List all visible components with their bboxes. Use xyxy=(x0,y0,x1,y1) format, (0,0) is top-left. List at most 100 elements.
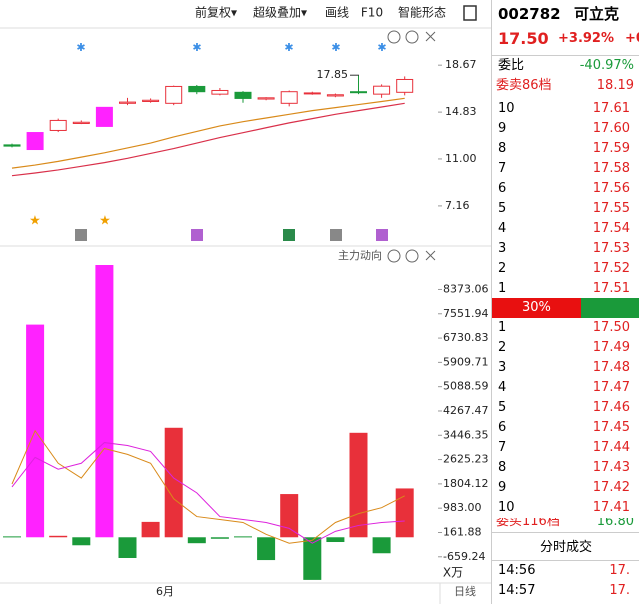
y-tick-label: 1804.12 xyxy=(443,477,489,490)
ma-line xyxy=(11,102,405,177)
ratio-row: 委比 -40.97% xyxy=(492,56,639,76)
buy-level: 3 17.48 xyxy=(492,358,639,378)
sell-level: 3 17.53 xyxy=(492,239,639,259)
level-index: 14:57 xyxy=(498,583,536,598)
svg-text:★: ★ xyxy=(29,214,41,229)
level-price: 17. xyxy=(609,583,630,598)
candle-body xyxy=(49,119,67,131)
svg-text:✱: ✱ xyxy=(331,41,340,54)
y-tick-label: 5088.59 xyxy=(443,380,489,393)
toolbar-item[interactable]: F10 xyxy=(361,6,383,20)
y-tick-label: 11.00 xyxy=(445,152,477,165)
level-index: 4 xyxy=(498,221,507,236)
level-price: 17.61 xyxy=(592,101,630,116)
level-index: 7 xyxy=(498,440,507,455)
layout-icon[interactable] xyxy=(463,5,477,21)
trade-row: 14:57 17. xyxy=(492,581,639,601)
unit-label: X万 xyxy=(443,566,463,580)
y-tick-label: 3446.35 xyxy=(443,428,489,441)
high-annotation: 17.85 xyxy=(317,68,349,81)
bar xyxy=(280,494,299,538)
level-price: 17.55 xyxy=(592,201,630,216)
sell-level: 8 17.59 xyxy=(492,139,639,159)
buy-share: 30% xyxy=(492,298,581,318)
sell-level: 2 17.52 xyxy=(492,259,639,279)
level-price: 17. xyxy=(609,563,630,578)
y-tick-label: 7551.94 xyxy=(443,307,489,320)
level-index: 6 xyxy=(498,181,507,196)
toolbar-item[interactable]: 画线 xyxy=(325,6,349,20)
price: 17.50 xyxy=(498,29,549,48)
sell-level: 1 17.51 xyxy=(492,279,639,299)
buy-sell-ratio-bar: 30% xyxy=(492,298,639,318)
bar xyxy=(395,488,414,538)
level-index: 1 xyxy=(498,281,507,296)
candle-body xyxy=(95,106,113,127)
bar xyxy=(257,537,276,561)
buy-level: 1 17.50 xyxy=(492,318,639,338)
candle-body xyxy=(142,99,160,102)
bar xyxy=(303,537,322,580)
buy-level: 2 17.49 xyxy=(492,338,639,358)
level-price: 17.43 xyxy=(592,460,630,475)
bar xyxy=(210,537,229,539)
candle-body xyxy=(26,132,44,151)
y-tick-label: 8373.06 xyxy=(443,282,489,295)
level-index: 1 xyxy=(498,320,507,335)
buy-level: 4 17.47 xyxy=(492,378,639,398)
indicator-title: 主力动向 xyxy=(338,248,382,262)
sell-level: 5 17.55 xyxy=(492,199,639,219)
candle-body xyxy=(303,92,321,95)
sell-header: 委卖86档 18.19 xyxy=(492,76,639,96)
sell-level: 4 17.54 xyxy=(492,219,639,239)
buy-level: 5 17.46 xyxy=(492,398,639,418)
bar xyxy=(187,537,206,544)
ratio-value: -40.97% xyxy=(579,58,634,73)
level-price: 17.42 xyxy=(592,480,630,495)
level-price: 17.44 xyxy=(592,440,630,455)
bar xyxy=(95,265,114,538)
stock-code: 002782 xyxy=(498,5,561,23)
quote-header: 002782 可立克 xyxy=(492,2,639,26)
level-index: 10 xyxy=(498,101,515,116)
candle-body xyxy=(211,89,229,95)
level-index: 3 xyxy=(498,241,507,256)
period-label[interactable]: 日线 xyxy=(454,584,476,598)
level-index: 2 xyxy=(498,340,507,355)
level-price: 17.47 xyxy=(592,380,630,395)
y-tick-label: -659.24 xyxy=(443,550,485,563)
candle-body xyxy=(72,121,90,124)
change-pct: +3.92% xyxy=(558,31,614,46)
svg-text:✱: ✱ xyxy=(192,41,201,54)
y-tick-label: 6730.83 xyxy=(443,331,489,344)
trades-title: 分时成交 xyxy=(539,540,592,555)
buy-level: 9 17.42 xyxy=(492,478,639,498)
indicator-line xyxy=(11,429,405,544)
level-index: 5 xyxy=(498,201,507,216)
buy-level: 8 17.43 xyxy=(492,458,639,478)
level-index: 5 xyxy=(498,400,507,415)
svg-text:✱: ✱ xyxy=(76,41,85,54)
sell-level: 7 17.58 xyxy=(492,159,639,179)
y-tick-label: 2625.23 xyxy=(443,453,489,466)
bar xyxy=(72,537,91,546)
bar xyxy=(234,536,252,538)
toolbar-item[interactable]: 前复权▾ xyxy=(195,5,237,20)
toolbar-item[interactable]: 超级叠加▾ xyxy=(253,5,307,20)
level-price: 17.58 xyxy=(592,161,630,176)
level-index: 14:56 xyxy=(498,563,536,578)
x-axis-label: 6月 xyxy=(156,585,174,598)
ratio-label: 委比 xyxy=(498,58,525,73)
level-index: 3 xyxy=(498,360,507,375)
event-markers: ✱ ✱ ✱ ✱ ✱ ★ ★ xyxy=(29,41,388,241)
candle-body xyxy=(119,101,136,104)
level-index: 8 xyxy=(498,141,507,156)
change: +0 xyxy=(625,31,639,46)
quote-price-row: 17.50 +3.92% +0 xyxy=(492,27,639,51)
candle-body xyxy=(234,91,252,99)
level-index: 9 xyxy=(498,121,507,136)
toolbar-item[interactable]: 智能形态 xyxy=(398,5,446,20)
level-price: 17.50 xyxy=(592,320,630,335)
sell-header-label: 委卖86档 xyxy=(496,78,552,93)
svg-text:★: ★ xyxy=(99,214,111,229)
